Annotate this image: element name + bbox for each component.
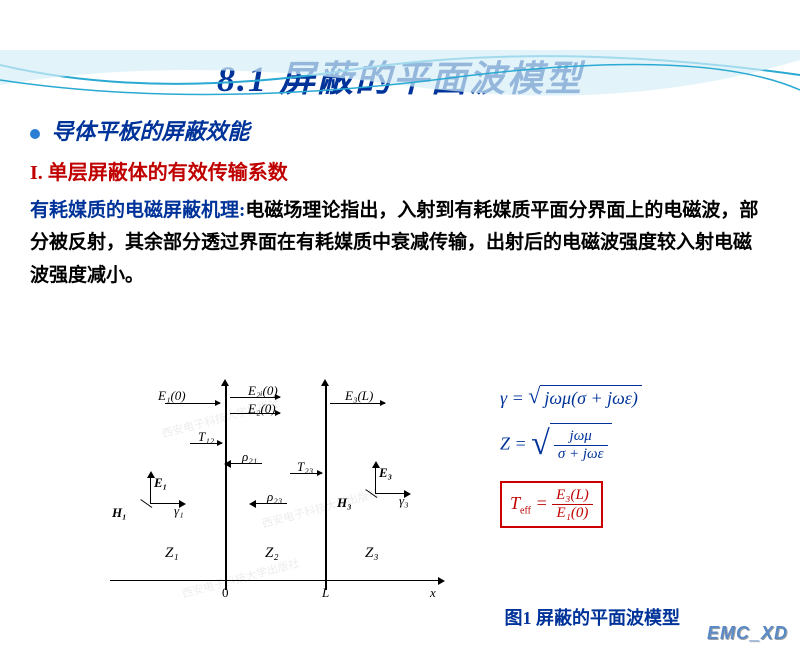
label-T12: T₁₂ <box>198 429 214 445</box>
eq-Teff: Teff = E₃(L)E₁(0) <box>500 481 730 528</box>
figure-caption: 图1 屏蔽的平面波模型 <box>505 604 681 630</box>
eq-Z: Z = √jωμσ + jωε <box>500 423 730 463</box>
roman-numeral: I. <box>30 162 43 184</box>
paragraph: 有耗媒质的电磁屏蔽机理:电磁场理论指出，入射到有耗媒质平面分界面上的电磁波，部分… <box>30 195 760 292</box>
slab-boundary-right <box>325 385 327 590</box>
label-origin: 0 <box>222 585 229 601</box>
label-T23: T₂₃ <box>297 459 313 475</box>
subheading: I. 单层屏蔽体的有效传输系数 <box>30 156 800 185</box>
x-axis <box>110 580 440 581</box>
shielding-diagram: E₁(0) E₂ᵢ(0) E₂(0) E₃(L) T₁₂ ρ₂₁ T₂₃ ρ₂₃… <box>130 385 450 610</box>
equations-block: γ = √jωμ(σ + jωε) Z = √jωμσ + jωε Teff =… <box>500 385 730 542</box>
label-Z3: Z₃ <box>365 545 379 562</box>
bullet-icon <box>30 129 40 139</box>
mechanism-label: 有耗媒质的电磁屏蔽机理: <box>30 200 245 221</box>
arrowhead-icon <box>321 379 329 386</box>
arrowhead-icon <box>221 379 229 386</box>
label-E2i-0: E₂ᵢ(0) <box>248 383 278 399</box>
label-E3-L: E₃(L) <box>345 388 373 404</box>
bullet-text: 导体平板的屏蔽效能 <box>52 119 250 144</box>
label-Z2: Z₂ <box>265 545 279 562</box>
label-x: x <box>430 585 436 601</box>
eq-gamma: γ = √jωμ(σ + jωε) <box>500 385 730 409</box>
label-Z1: Z₁ <box>165 545 179 562</box>
label-L: L <box>322 585 329 601</box>
label-E1-0: E₁(0) <box>158 388 186 404</box>
label-rho23: ρ₂₃ <box>267 489 282 505</box>
label-E2-0: E₂(0) <box>248 401 276 417</box>
page-title: 8.1 屏蔽的平面波模型 <box>0 50 800 102</box>
subhead-text: 单层屏蔽体的有效传输系数 <box>43 162 288 184</box>
slab-boundary-left <box>225 385 227 590</box>
arrowhead-icon <box>438 577 445 585</box>
arrowhead-icon <box>224 460 231 468</box>
footer-logo: EMC_XD <box>707 623 788 644</box>
arrowhead-icon <box>249 500 256 508</box>
label-rho21: ρ₂₁ <box>242 449 257 465</box>
section-bullet: 导体平板的屏蔽效能 <box>30 114 800 146</box>
